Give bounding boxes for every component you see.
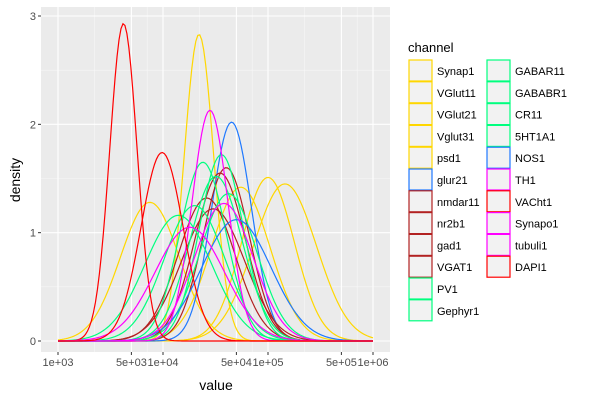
- legend-label: PV1: [437, 284, 458, 296]
- legend-item-cr11: CR11: [486, 102, 542, 126]
- legend-item-dapi1: DAPI1: [486, 255, 547, 278]
- legend-label: VGlut21: [437, 110, 477, 122]
- y-tick-label: 3: [30, 11, 36, 23]
- legend-key: [408, 212, 433, 235]
- axes: 1e+03 5e+03 1e+04 5e+04 1e+05 5e+05 1e+06 0 1 2 3: [30, 11, 389, 369]
- legend-item-nmdar11: nmdar11: [408, 190, 480, 213]
- y-tick-label: 0: [30, 336, 36, 348]
- legend-label: Gephyr1: [437, 306, 479, 318]
- legend-key: [408, 233, 433, 256]
- legend-key: [408, 255, 433, 278]
- legend-key: [486, 190, 511, 213]
- legend-item-synap1: Synap1: [408, 59, 474, 82]
- legend-key: [408, 299, 433, 322]
- legend-key: [408, 81, 433, 104]
- legend-item-pv1: PV1: [408, 277, 458, 300]
- legend-item-vglut21: VGlut21: [408, 102, 477, 126]
- legend-key: [408, 102, 433, 126]
- legend-item-gabar11: GABAR11: [486, 59, 565, 82]
- legend-label: TH1: [515, 175, 536, 187]
- legend-item-glur21: glur21: [408, 168, 468, 191]
- legend-item-gephyr1: Gephyr1: [408, 299, 479, 322]
- x-tick-label: 5e+04: [221, 357, 252, 369]
- legend-label: Synapo1: [515, 219, 558, 231]
- series-line-dapi1: [58, 151, 373, 342]
- y-tick-label: 2: [30, 119, 36, 131]
- legend-item-psd1: psd1: [408, 146, 461, 169]
- legend-key: [408, 124, 433, 148]
- legend-item-vgat1: VGAT1: [408, 255, 472, 278]
- legend-label: GABAR11: [515, 66, 565, 78]
- legend-key: [408, 277, 433, 300]
- legend-item-vacht1: VACht1: [486, 190, 552, 213]
- legend-label: VACht1: [515, 197, 552, 209]
- legend-label: gad1: [437, 240, 461, 252]
- legend-key: [486, 124, 511, 148]
- legend-title: channel: [408, 40, 454, 55]
- legend-label: CR11: [515, 110, 542, 122]
- legend-key: [408, 168, 433, 191]
- legend-label: VGlut11: [437, 88, 476, 100]
- legend-label: nmdar11: [437, 197, 480, 209]
- legend-label: NOS1: [515, 153, 545, 165]
- x-tick-label: 5e+03: [116, 357, 147, 369]
- legend-item-nr2b1: nr2b1: [408, 212, 465, 235]
- legend-item-vglut31: Vglut31: [408, 124, 474, 148]
- x-tick-label: 5e+05: [326, 357, 357, 369]
- legend-item-vglut11: VGlut11: [408, 81, 476, 104]
- x-tick-label: 1e+06: [358, 357, 389, 369]
- legend-key: [486, 102, 511, 126]
- legend-key: [408, 59, 433, 82]
- legend-item-gababr1: GABABR1: [486, 81, 567, 104]
- legend-item-5ht1a1: 5HT1A1: [486, 124, 555, 148]
- legend-label: psd1: [437, 153, 461, 165]
- legend-item-synapo1: Synapo1: [486, 212, 558, 235]
- legend-label: Vglut31: [437, 131, 474, 143]
- legend-key: [486, 168, 511, 191]
- legend-label: tubuli1: [515, 240, 547, 252]
- legend-key: [486, 81, 511, 104]
- legend-key: [408, 190, 433, 213]
- legend-key: [486, 59, 511, 82]
- x-tick-label: 1e+04: [148, 357, 179, 369]
- legend-item-tubuli1: tubuli1: [486, 233, 547, 256]
- y-axis-title: density: [7, 158, 23, 202]
- legend-label: DAPI1: [515, 262, 547, 274]
- legend-label: GABABR1: [515, 88, 567, 100]
- legend-key: [486, 233, 511, 256]
- x-tick-label: 1e+03: [43, 357, 74, 369]
- legend-label: VGAT1: [437, 262, 472, 274]
- legend-label: Synap1: [437, 66, 474, 78]
- x-tick-label: 1e+05: [253, 357, 284, 369]
- density-curves: [57, 22, 374, 342]
- legend-item-th1: TH1: [486, 168, 536, 191]
- x-axis-title: value: [199, 377, 233, 393]
- legend-label: glur21: [437, 175, 468, 187]
- y-tick-label: 1: [30, 228, 36, 240]
- legend-item-gad1: gad1: [408, 233, 461, 256]
- legend-label: 5HT1A1: [515, 131, 555, 143]
- legend: channel Synap1 VGlut11 VGlut21 Vglut31 psd1 g…: [408, 40, 567, 322]
- legend-label: nr2b1: [437, 219, 465, 231]
- legend-key: [486, 212, 511, 235]
- legend-item-nos1: NOS1: [486, 146, 545, 169]
- legend-key: [486, 255, 511, 278]
- legend-key: [408, 146, 433, 169]
- legend-key: [486, 146, 511, 169]
